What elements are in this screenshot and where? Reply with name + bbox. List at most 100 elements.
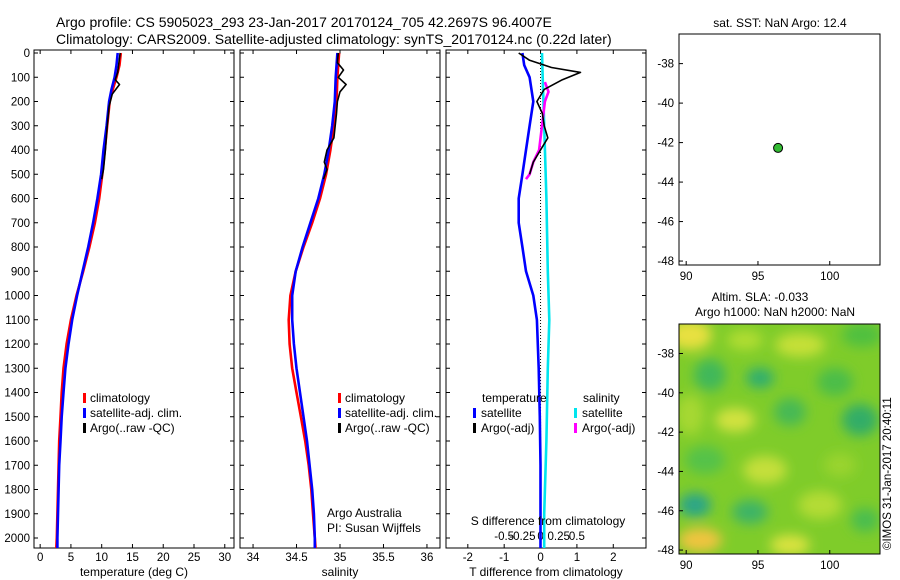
map-x-tick-label: 95 xyxy=(752,560,765,572)
map-x-tick-label: 90 xyxy=(680,271,693,283)
salinity-axis-ticks: 34 34.5 35 35.5 36 xyxy=(247,50,433,564)
sla-map-image xyxy=(679,324,880,554)
x-tick-label: 0 xyxy=(537,552,543,564)
depth-tick-label: 100 xyxy=(11,72,30,84)
legend-swatch-satellite xyxy=(83,408,86,418)
depth-tick-label: 900 xyxy=(11,266,30,278)
salinity-panel-frame xyxy=(239,49,441,549)
difference-legend: temperature salinity satellite Argo(-adj… xyxy=(473,391,635,435)
sst-map-title: sat. SST: NaN Argo: 12.4 xyxy=(713,16,847,30)
s-tick-label: -0.25 xyxy=(509,531,535,543)
legend-label: climatology xyxy=(345,391,405,405)
difference-series xyxy=(517,50,582,548)
x-tick-label: 34 xyxy=(247,552,260,564)
map-x-tick-label: 95 xyxy=(752,271,765,283)
sst-map-ticks: -38 -40 -42 -44 -46 -48 90 95 100 xyxy=(657,59,839,283)
salinity-xlabel: salinity xyxy=(322,565,359,579)
legend-label: Argo(-adj) xyxy=(582,421,635,435)
x-tick-label: 2 xyxy=(610,552,616,564)
depth-tick-label: 200 xyxy=(11,97,30,109)
x-tick-label: 20 xyxy=(157,552,170,564)
depth-tick-label: 2000 xyxy=(4,533,30,545)
depth-tick-label: 800 xyxy=(11,242,30,254)
series-line-argo-raw-qc- xyxy=(100,52,121,180)
legend-swatch-satellite xyxy=(338,408,341,418)
difference-xlabel: T difference from climatology xyxy=(469,565,623,579)
depth-tick-label: 1600 xyxy=(4,436,30,448)
legend-label: climatology xyxy=(90,391,150,405)
series-line-temperature-argo-adj- xyxy=(518,52,582,175)
sla-map-ticks: -38 -40 -42 -44 -46 -48 90 95 100 xyxy=(657,348,839,572)
depth-tick-label: 1800 xyxy=(4,485,30,497)
legend-label: satellite-adj. clim. xyxy=(345,406,437,420)
temperature-legend: climatology satellite-adj. clim. Argo(..… xyxy=(83,391,182,435)
depth-tick-label: 1000 xyxy=(4,291,30,303)
x-tick-label: 35 xyxy=(334,552,347,564)
legend-label: satellite xyxy=(582,406,623,420)
x-tick-label: 25 xyxy=(188,552,201,564)
map-y-tick-label: -48 xyxy=(657,256,674,268)
figure-title-line1: Argo profile: CS 5905023_293 23-Jan-2017… xyxy=(56,14,552,30)
imos-stamp: ©IMOS 31-Jan-2017 20:40:11 xyxy=(882,397,894,550)
x-tick-label: 35.5 xyxy=(372,552,394,564)
map-y-tick-label: -46 xyxy=(657,217,674,229)
credit-line2: PI: Susan Wijffels xyxy=(327,521,421,535)
temperature-panel-frame xyxy=(33,49,235,549)
depth-tick-label: 700 xyxy=(11,218,30,230)
legend-swatch-s-argo xyxy=(574,423,577,433)
x-tick-label: 5 xyxy=(68,552,74,564)
s-tick-label: -0.5 xyxy=(494,531,514,543)
figure-title-line2: Climatology: CARS2009. Satellite-adjuste… xyxy=(56,31,612,47)
x-tick-label: 10 xyxy=(95,552,108,564)
legend-label: Argo(-adj) xyxy=(481,421,534,435)
x-tick-label: -1 xyxy=(499,552,509,564)
map-x-tick-label: 100 xyxy=(820,271,839,283)
s-difference-label: S difference from climatology xyxy=(471,514,626,528)
depth-tick-label: 600 xyxy=(11,194,30,206)
map-y-tick-label: -40 xyxy=(657,388,674,400)
temperature-series xyxy=(55,52,123,548)
map-y-tick-label: -46 xyxy=(657,506,674,518)
credit-line1: Argo Australia xyxy=(327,506,402,520)
legend-label: Argo(..raw -QC) xyxy=(90,421,175,435)
temperature-axis-ticks: 0 5 10 15 20 25 30 xyxy=(37,50,231,564)
x-tick-label: 15 xyxy=(126,552,139,564)
legend-swatch-t-argo xyxy=(473,423,476,433)
map-y-tick-label: -48 xyxy=(657,545,674,557)
depth-tick-label: 1200 xyxy=(4,339,30,351)
legend-title-temperature: temperature xyxy=(482,391,547,405)
legend-swatch-climatology xyxy=(83,393,86,403)
depth-tick-label: 1300 xyxy=(4,363,30,375)
depth-tick-label: 1500 xyxy=(4,412,30,424)
depth-tick-label: 1700 xyxy=(4,460,30,472)
depth-tick-label: 0 xyxy=(24,48,30,60)
depth-tick-label: 400 xyxy=(11,145,30,157)
legend-swatch-t-satellite xyxy=(473,408,476,418)
legend-label: satellite xyxy=(481,406,522,420)
sla-map-title2: Argo h1000: NaN h2000: NaN xyxy=(695,305,855,319)
series-line-argo-raw-qc- xyxy=(322,52,347,180)
depth-tick-label: 1900 xyxy=(4,509,30,521)
map-y-tick-label: -44 xyxy=(657,466,674,478)
map-x-tick-label: 100 xyxy=(820,560,839,572)
map-y-tick-label: -38 xyxy=(657,59,674,71)
series-line-salinity-satellite xyxy=(540,52,551,548)
sla-map-title1: Altim. SLA: -0.033 xyxy=(712,290,809,304)
depth-tick-label: 1100 xyxy=(5,315,30,327)
legend-swatch-s-satellite xyxy=(574,408,577,418)
series-line-satellite-adj-clim- xyxy=(56,52,119,548)
legend-title-salinity: salinity xyxy=(583,391,620,405)
s-tick-label: 0.25 xyxy=(548,531,570,543)
legend-label: satellite-adj. clim. xyxy=(90,406,182,420)
salinity-legend: climatology satellite-adj. clim. Argo(..… xyxy=(338,391,437,435)
depth-tick-label: 300 xyxy=(11,121,30,133)
argo-location-marker xyxy=(773,142,784,153)
legend-swatch-climatology xyxy=(338,393,341,403)
depth-axis-ticks: 0 100 200 300 400 500 600 700 800 900 1000 1100 1200… xyxy=(4,48,646,545)
map-x-tick-label: 90 xyxy=(680,560,693,572)
s-tick-label: 0.5 xyxy=(569,531,585,543)
map-y-tick-label: -38 xyxy=(657,348,674,360)
temperature-xlabel: temperature (deg C) xyxy=(80,565,188,579)
x-tick-label: 30 xyxy=(218,552,231,564)
